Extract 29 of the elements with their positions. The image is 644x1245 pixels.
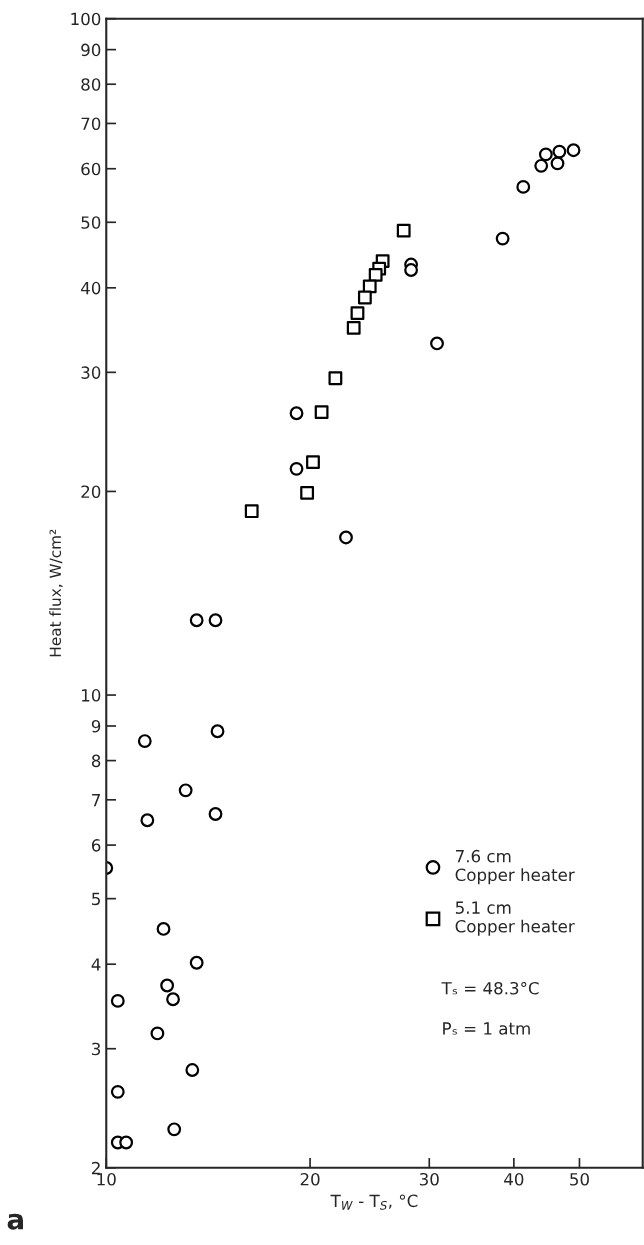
y-tick-label: 40: [81, 281, 101, 295]
y-tick-label: 90: [81, 43, 101, 57]
y-tick-label: 3: [92, 1042, 101, 1056]
x-tick-label: 50: [570, 1172, 589, 1186]
y-tick-label: 6: [91, 839, 101, 852]
annotation: Tₛ = 48.3°C: [441, 981, 539, 995]
y-tick-label: 10: [82, 689, 101, 702]
y-tick-label: 4: [91, 958, 101, 971]
y-tick-label: 8: [91, 754, 101, 768]
y-tick-label: 5: [92, 892, 100, 906]
legend-label: 7.6 cm Copper heater: [455, 849, 575, 885]
x-axis-title: T$_{W}$ - T$_{S}$, °C: [330, 1194, 418, 1210]
y-tick-label: 80: [81, 78, 101, 91]
y-tick-label: 70: [81, 117, 101, 131]
y-tick-label: 60: [81, 162, 101, 176]
y-axis-title: Heat flux, W/cm²: [49, 529, 63, 657]
y-tick-label: 30: [81, 366, 101, 379]
annotation: Pₛ = 1 atm: [443, 1022, 530, 1035]
y-tick-label: 100: [71, 12, 101, 26]
x-tick-label: 20: [300, 1172, 320, 1186]
y-tick-label: 2: [92, 1161, 100, 1175]
y-tick-label: 50: [81, 216, 101, 229]
x-tick-label: 30: [419, 1172, 439, 1186]
y-tick-label: 9: [91, 719, 101, 733]
y-tick-label: 7: [92, 794, 100, 807]
y-tick-label: 20: [81, 485, 101, 499]
x-tick-label: 40: [504, 1172, 524, 1186]
text: a: [7, 1213, 23, 1230]
legend-label: 5.1 cm Copper heater: [455, 901, 575, 936]
